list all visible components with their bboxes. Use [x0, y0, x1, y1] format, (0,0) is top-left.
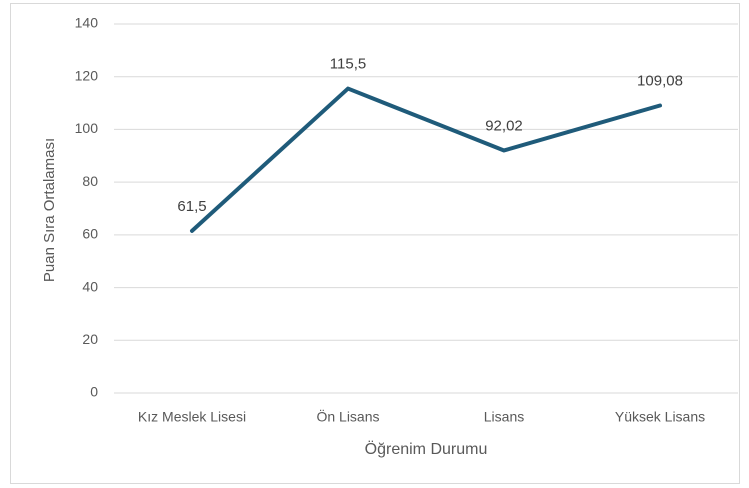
- data-line: [190, 86, 662, 233]
- y-tick-label: 120: [75, 67, 99, 83]
- y-axis-title: Puan Sıra Ortalaması: [41, 138, 58, 282]
- x-tick-label: Ön Lisans: [316, 408, 379, 425]
- data-label: 61,5: [177, 198, 206, 215]
- y-tick-label: 20: [82, 331, 98, 347]
- y-tick-label: 100: [75, 120, 99, 136]
- x-tick-label: Yüksek Lisans: [615, 409, 705, 425]
- y-tick-label: 0: [90, 384, 98, 400]
- y-tick-label: 40: [82, 278, 98, 294]
- x-axis-title: Öğrenim Durumu: [365, 440, 488, 458]
- x-tick-label: Kız Meslek Lisesi: [138, 409, 246, 425]
- data-label: 109,08: [637, 72, 683, 89]
- y-tick-label: 140: [75, 15, 99, 31]
- data-label: 115,5: [330, 56, 366, 73]
- y-tick-label: 80: [82, 173, 98, 189]
- data-label: 92,02: [485, 117, 523, 134]
- y-tick-label: 60: [82, 226, 98, 242]
- chart-frame: [10, 3, 740, 484]
- x-tick-label: Lisans: [484, 409, 524, 425]
